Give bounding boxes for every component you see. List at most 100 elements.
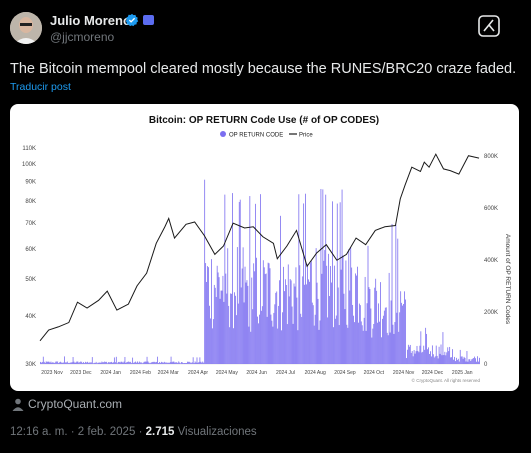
bar (288, 296, 290, 364)
chart-card[interactable]: Bitcoin: OP RETURN Code Use (# of OP COD… (10, 104, 519, 391)
bar (200, 361, 202, 364)
bar (470, 361, 472, 364)
x-tick-label: 2024 Jan (100, 370, 121, 376)
bar (230, 293, 232, 364)
bar (73, 361, 75, 364)
bar (461, 356, 463, 364)
bar (54, 362, 56, 364)
bar (264, 274, 266, 364)
bar (474, 356, 476, 364)
bar (257, 316, 258, 364)
bar (357, 322, 359, 364)
tweet-time[interactable]: 12:16 a. m. (10, 426, 68, 438)
bar (404, 291, 405, 364)
bar (186, 363, 187, 364)
bar (55, 361, 57, 364)
bar (114, 362, 116, 364)
bar (156, 361, 158, 364)
bar (221, 290, 223, 364)
bar (276, 291, 278, 364)
bar (454, 356, 455, 364)
bar (354, 322, 355, 364)
bar (322, 189, 324, 364)
author-name[interactable]: Julio Moreno (50, 13, 131, 28)
left-tick-label: 60K (25, 247, 36, 253)
bar (212, 319, 214, 364)
bar (197, 362, 199, 364)
bar (399, 312, 401, 364)
bar (290, 280, 292, 364)
bar (60, 361, 61, 364)
translate-post-link[interactable]: Traducir post (10, 81, 71, 93)
bar (98, 362, 100, 364)
author-handle[interactable]: @jjcmoreno (50, 30, 115, 44)
bar (421, 352, 423, 364)
bar (225, 273, 227, 364)
bar (359, 305, 361, 364)
bar (174, 362, 176, 364)
bar (369, 289, 371, 364)
bar (40, 361, 41, 364)
tweet-date[interactable]: 2 feb. 2025 (77, 426, 136, 438)
bar (168, 363, 170, 364)
tweet-meta: 12:16 a. m. · 2 feb. 2025 · 2.715 Visual… (10, 426, 257, 438)
bar (232, 193, 233, 364)
bar (62, 362, 63, 364)
bar (118, 361, 120, 364)
x-tick-label: 2023 Nov (41, 370, 63, 376)
bar (377, 322, 379, 364)
bar (240, 287, 242, 364)
bar (393, 333, 395, 364)
bar (456, 360, 458, 364)
bar (373, 323, 375, 364)
bar (145, 361, 147, 364)
bar (413, 350, 415, 364)
bar (209, 305, 210, 364)
right-tick-label: 800K (484, 154, 498, 160)
bar (90, 362, 92, 364)
bar (136, 362, 137, 364)
bar (381, 337, 382, 364)
bar (374, 287, 376, 364)
bar (472, 358, 474, 364)
bar (382, 315, 384, 364)
bar (59, 362, 61, 364)
x-tick-label: 2024 Feb (130, 370, 151, 376)
bar (376, 290, 378, 364)
source-link[interactable]: CryptoQuant.com (12, 396, 122, 412)
view-count: 2.715 (145, 426, 175, 438)
left-tick-label: 40K (25, 314, 36, 320)
grok-icon[interactable] (478, 15, 500, 37)
x-tick-label: 2024 Oct (364, 370, 385, 376)
avatar[interactable] (10, 12, 42, 44)
bar (432, 354, 434, 364)
bar (241, 268, 243, 364)
bar (132, 357, 134, 364)
bar (392, 324, 394, 364)
bar (410, 352, 412, 364)
bar (83, 362, 85, 364)
bar (163, 361, 165, 364)
bar (231, 293, 232, 364)
bar (289, 279, 291, 364)
bar (431, 356, 432, 364)
bar (270, 314, 272, 364)
meta-separator-2: · (138, 426, 143, 438)
bar (398, 331, 400, 364)
bar (111, 361, 112, 364)
bar (390, 300, 392, 364)
left-tick-label: 110K (22, 146, 36, 152)
affiliate-badge-icon (143, 15, 154, 25)
bar (370, 308, 372, 364)
bar (169, 362, 171, 364)
bar (210, 318, 211, 364)
bar (443, 355, 445, 364)
bar (468, 359, 470, 364)
bar (306, 284, 307, 364)
bar (304, 284, 305, 364)
bar (133, 362, 134, 364)
bar (253, 263, 255, 364)
x-tick-label: 2024 Dec (422, 370, 444, 376)
bar (141, 363, 143, 364)
bar (312, 305, 314, 364)
